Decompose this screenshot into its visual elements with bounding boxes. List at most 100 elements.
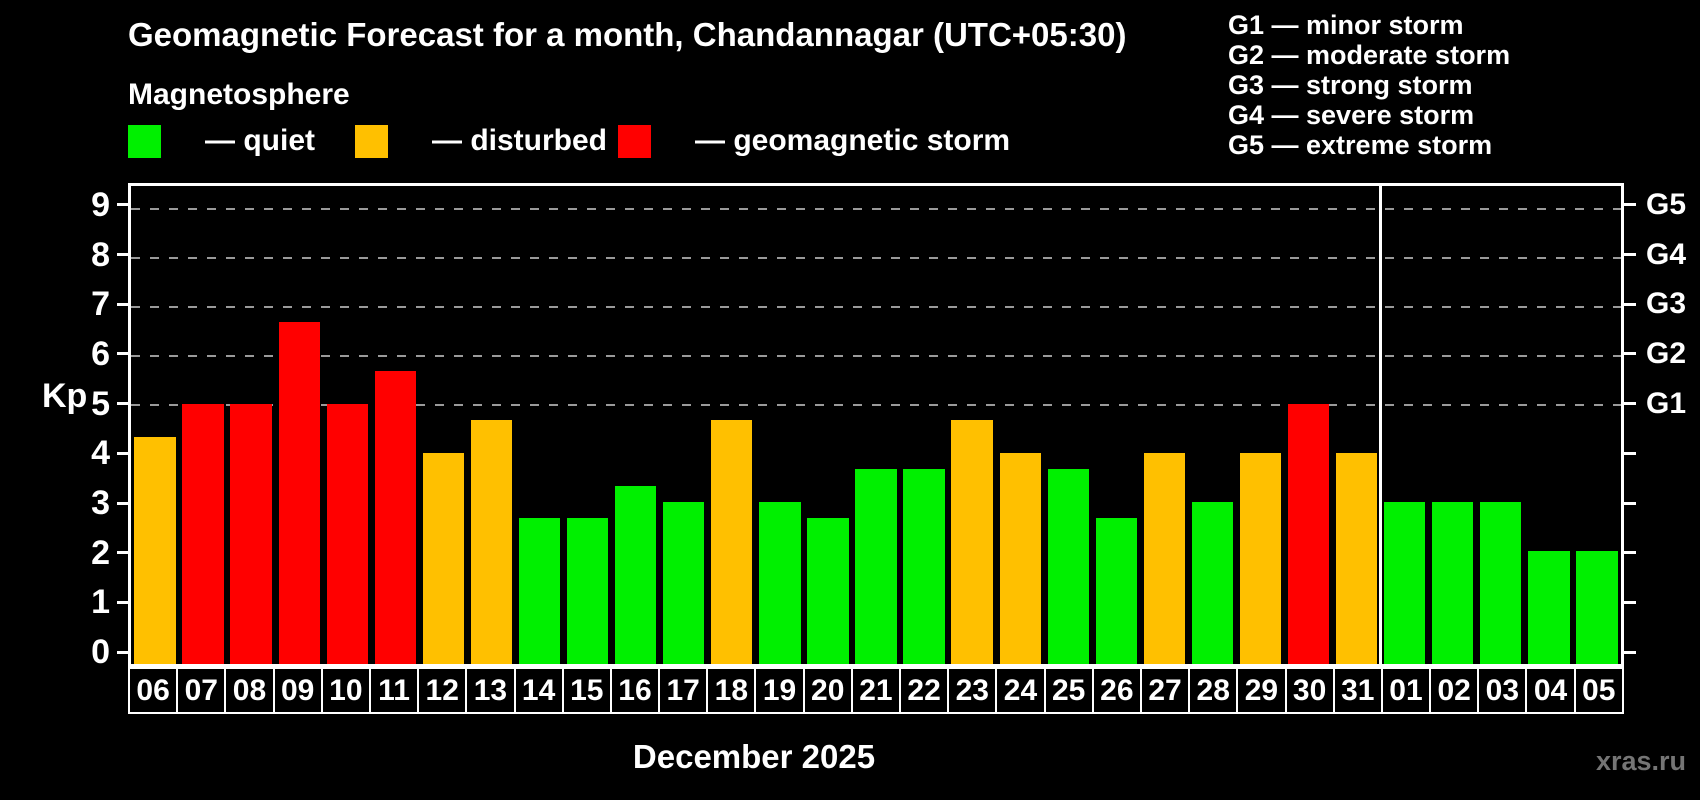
date-label-02: 02 [1429, 667, 1480, 714]
right-axis-tick [1624, 600, 1636, 604]
legend-item-storm: — geomagnetic storm [618, 123, 1010, 159]
date-label-24: 24 [995, 667, 1046, 714]
date-label-10: 10 [320, 667, 371, 714]
y-axis-tick [117, 600, 128, 604]
g-level-label-g5: G5 [1646, 187, 1687, 221]
kp-bar [1432, 502, 1474, 664]
g5-legend-line: G5 — extreme storm [1228, 130, 1493, 160]
right-axis-tick [1624, 352, 1636, 356]
y-axis-tick [117, 551, 128, 555]
kp-bar [134, 436, 176, 664]
legend-item-quiet: — quiet [128, 123, 315, 159]
kp-bar [615, 485, 657, 664]
month-divider-line [1378, 186, 1382, 664]
chart-title: Geomagnetic Forecast for a month, Chanda… [128, 16, 1127, 53]
kp-bar [855, 469, 897, 664]
date-label-14: 14 [513, 667, 564, 714]
gridline-kp-5 [131, 403, 1621, 406]
date-label-29: 29 [1236, 667, 1287, 714]
date-label-03: 03 [1477, 667, 1528, 714]
g-scale-legend: G1 — minor storm G2 — moderate storm G3 … [1228, 10, 1510, 160]
right-axis-labels: G1 G2 G3 G4 G5 [1646, 183, 1700, 667]
kp-bar [951, 420, 993, 664]
date-label-09: 09 [272, 667, 323, 714]
plot-area [128, 183, 1624, 667]
right-axis-tick [1624, 551, 1636, 555]
kp-bar [1047, 469, 1089, 664]
kp-bar [807, 518, 849, 664]
gridline-kp-9 [131, 207, 1621, 210]
date-label-11: 11 [368, 667, 420, 714]
legend-item-disturbed: — disturbed [355, 123, 607, 159]
legend-label-storm: — geomagnetic storm [695, 124, 1011, 157]
date-label-31: 31 [1332, 667, 1383, 714]
y-axis-tick [117, 203, 128, 207]
kp-bar [182, 403, 224, 664]
right-axis-tick [1624, 451, 1636, 455]
g-level-label-g3: G3 [1646, 287, 1687, 321]
kp-bar [230, 403, 272, 664]
date-label-25: 25 [1043, 667, 1094, 714]
x-axis-title: December 2025 [632, 738, 876, 775]
date-label-26: 26 [1091, 667, 1142, 714]
date-label-27: 27 [1139, 667, 1191, 714]
gridline-kp-7 [131, 305, 1621, 308]
kp-bar [1095, 518, 1137, 664]
y-axis-tick [117, 302, 128, 306]
g1-legend-line: G1 — minor storm [1228, 10, 1464, 40]
kp-bar [1384, 502, 1426, 664]
kp-bar [1287, 403, 1330, 664]
y-axis-label-7: 7 [91, 285, 110, 324]
date-label-28: 28 [1188, 667, 1239, 714]
kp-bar [518, 518, 561, 664]
date-label-30: 30 [1284, 667, 1335, 714]
right-axis-tick [1624, 650, 1636, 654]
g3-legend-line: G3 — strong storm [1228, 70, 1473, 100]
kp-bar [566, 518, 609, 664]
date-label-08: 08 [224, 667, 275, 714]
kp-bar [278, 321, 320, 664]
x-axis-labels: 06 07 08 09 10 11 12 13 14 15 16 17 18 19 20 21 22 23 24 25… [128, 667, 1624, 714]
g-level-label-g4: G4 [1646, 237, 1687, 271]
kp-bar [1480, 502, 1522, 664]
date-label-04: 04 [1525, 667, 1576, 714]
kp-bar [470, 420, 513, 664]
date-label-18: 18 [706, 667, 757, 714]
date-label-06: 06 [128, 667, 179, 714]
kp-bar [1335, 452, 1378, 664]
kp-bar [422, 452, 465, 664]
y-axis-label-6: 6 [91, 334, 110, 373]
right-axis-tick [1624, 302, 1636, 306]
kp-bar [903, 469, 945, 664]
kp-bar [711, 420, 753, 664]
date-label-13: 13 [465, 667, 516, 714]
kp-bar [1191, 502, 1234, 664]
date-label-20: 20 [802, 667, 853, 714]
y-axis-label-4: 4 [91, 434, 110, 473]
y-axis-label-9: 9 [91, 185, 110, 224]
y-axis-label-0: 0 [91, 633, 110, 672]
kp-bar [1528, 551, 1570, 664]
y-axis-tick [117, 352, 128, 356]
kp-bar [326, 403, 368, 664]
date-label-01: 01 [1380, 667, 1432, 714]
y-axis-ticks [117, 183, 128, 667]
right-axis-tick [1624, 501, 1636, 505]
g4-legend-line: G4 — severe storm [1228, 100, 1475, 130]
date-label-07: 07 [176, 667, 227, 714]
gridline-kp-6 [131, 354, 1621, 357]
y-axis-title: Kp [42, 377, 88, 415]
date-label-12: 12 [417, 667, 468, 714]
kp-bar [374, 371, 416, 664]
right-axis-ticks [1624, 183, 1636, 667]
y-axis-tick [117, 402, 128, 406]
kp-bar [759, 502, 801, 664]
y-axis-tick [117, 253, 128, 257]
y-axis-label-5: 5 [91, 384, 110, 423]
right-axis-tick [1624, 203, 1636, 207]
right-axis-tick [1624, 253, 1636, 257]
storm-color-swatch [618, 124, 651, 158]
date-label-16: 16 [609, 667, 661, 714]
y-axis-label-8: 8 [91, 235, 110, 274]
legend-label-quiet: — quiet [205, 124, 315, 157]
